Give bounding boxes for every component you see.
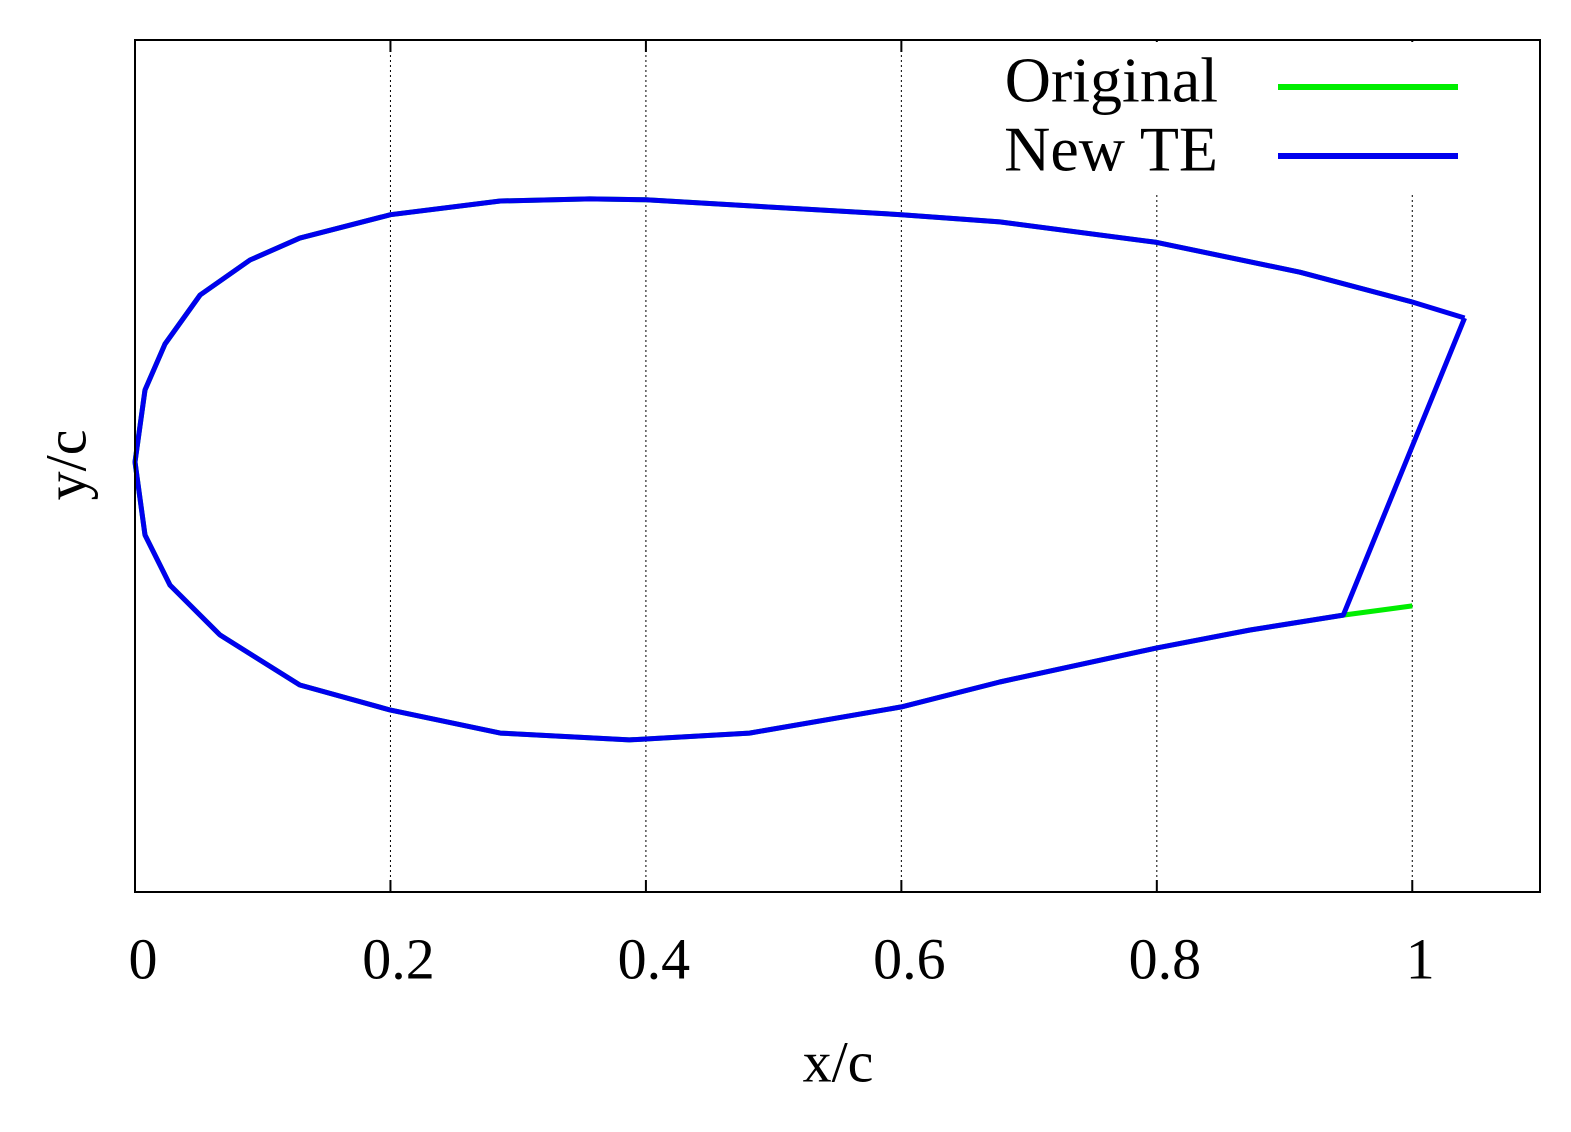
legend-label: New TE [1004, 114, 1218, 185]
legend-label: Original [1005, 45, 1218, 116]
y-axis-label: y/c [33, 430, 98, 501]
line-series [132, 196, 1413, 743]
x-tick-label: 0 [129, 926, 158, 991]
x-tick-label: 0.4 [618, 926, 691, 991]
x-tick-label: 1 [1406, 926, 1435, 991]
x-tick-label: 0.2 [362, 926, 435, 991]
legend-background [940, 42, 1470, 192]
line-series [132, 196, 1467, 743]
plot-frame [134, 39, 1541, 893]
x-tick-label: 0.8 [1129, 926, 1202, 991]
x-tick-label: 0.6 [873, 926, 946, 991]
x-axis-label: x/c [803, 1029, 874, 1094]
